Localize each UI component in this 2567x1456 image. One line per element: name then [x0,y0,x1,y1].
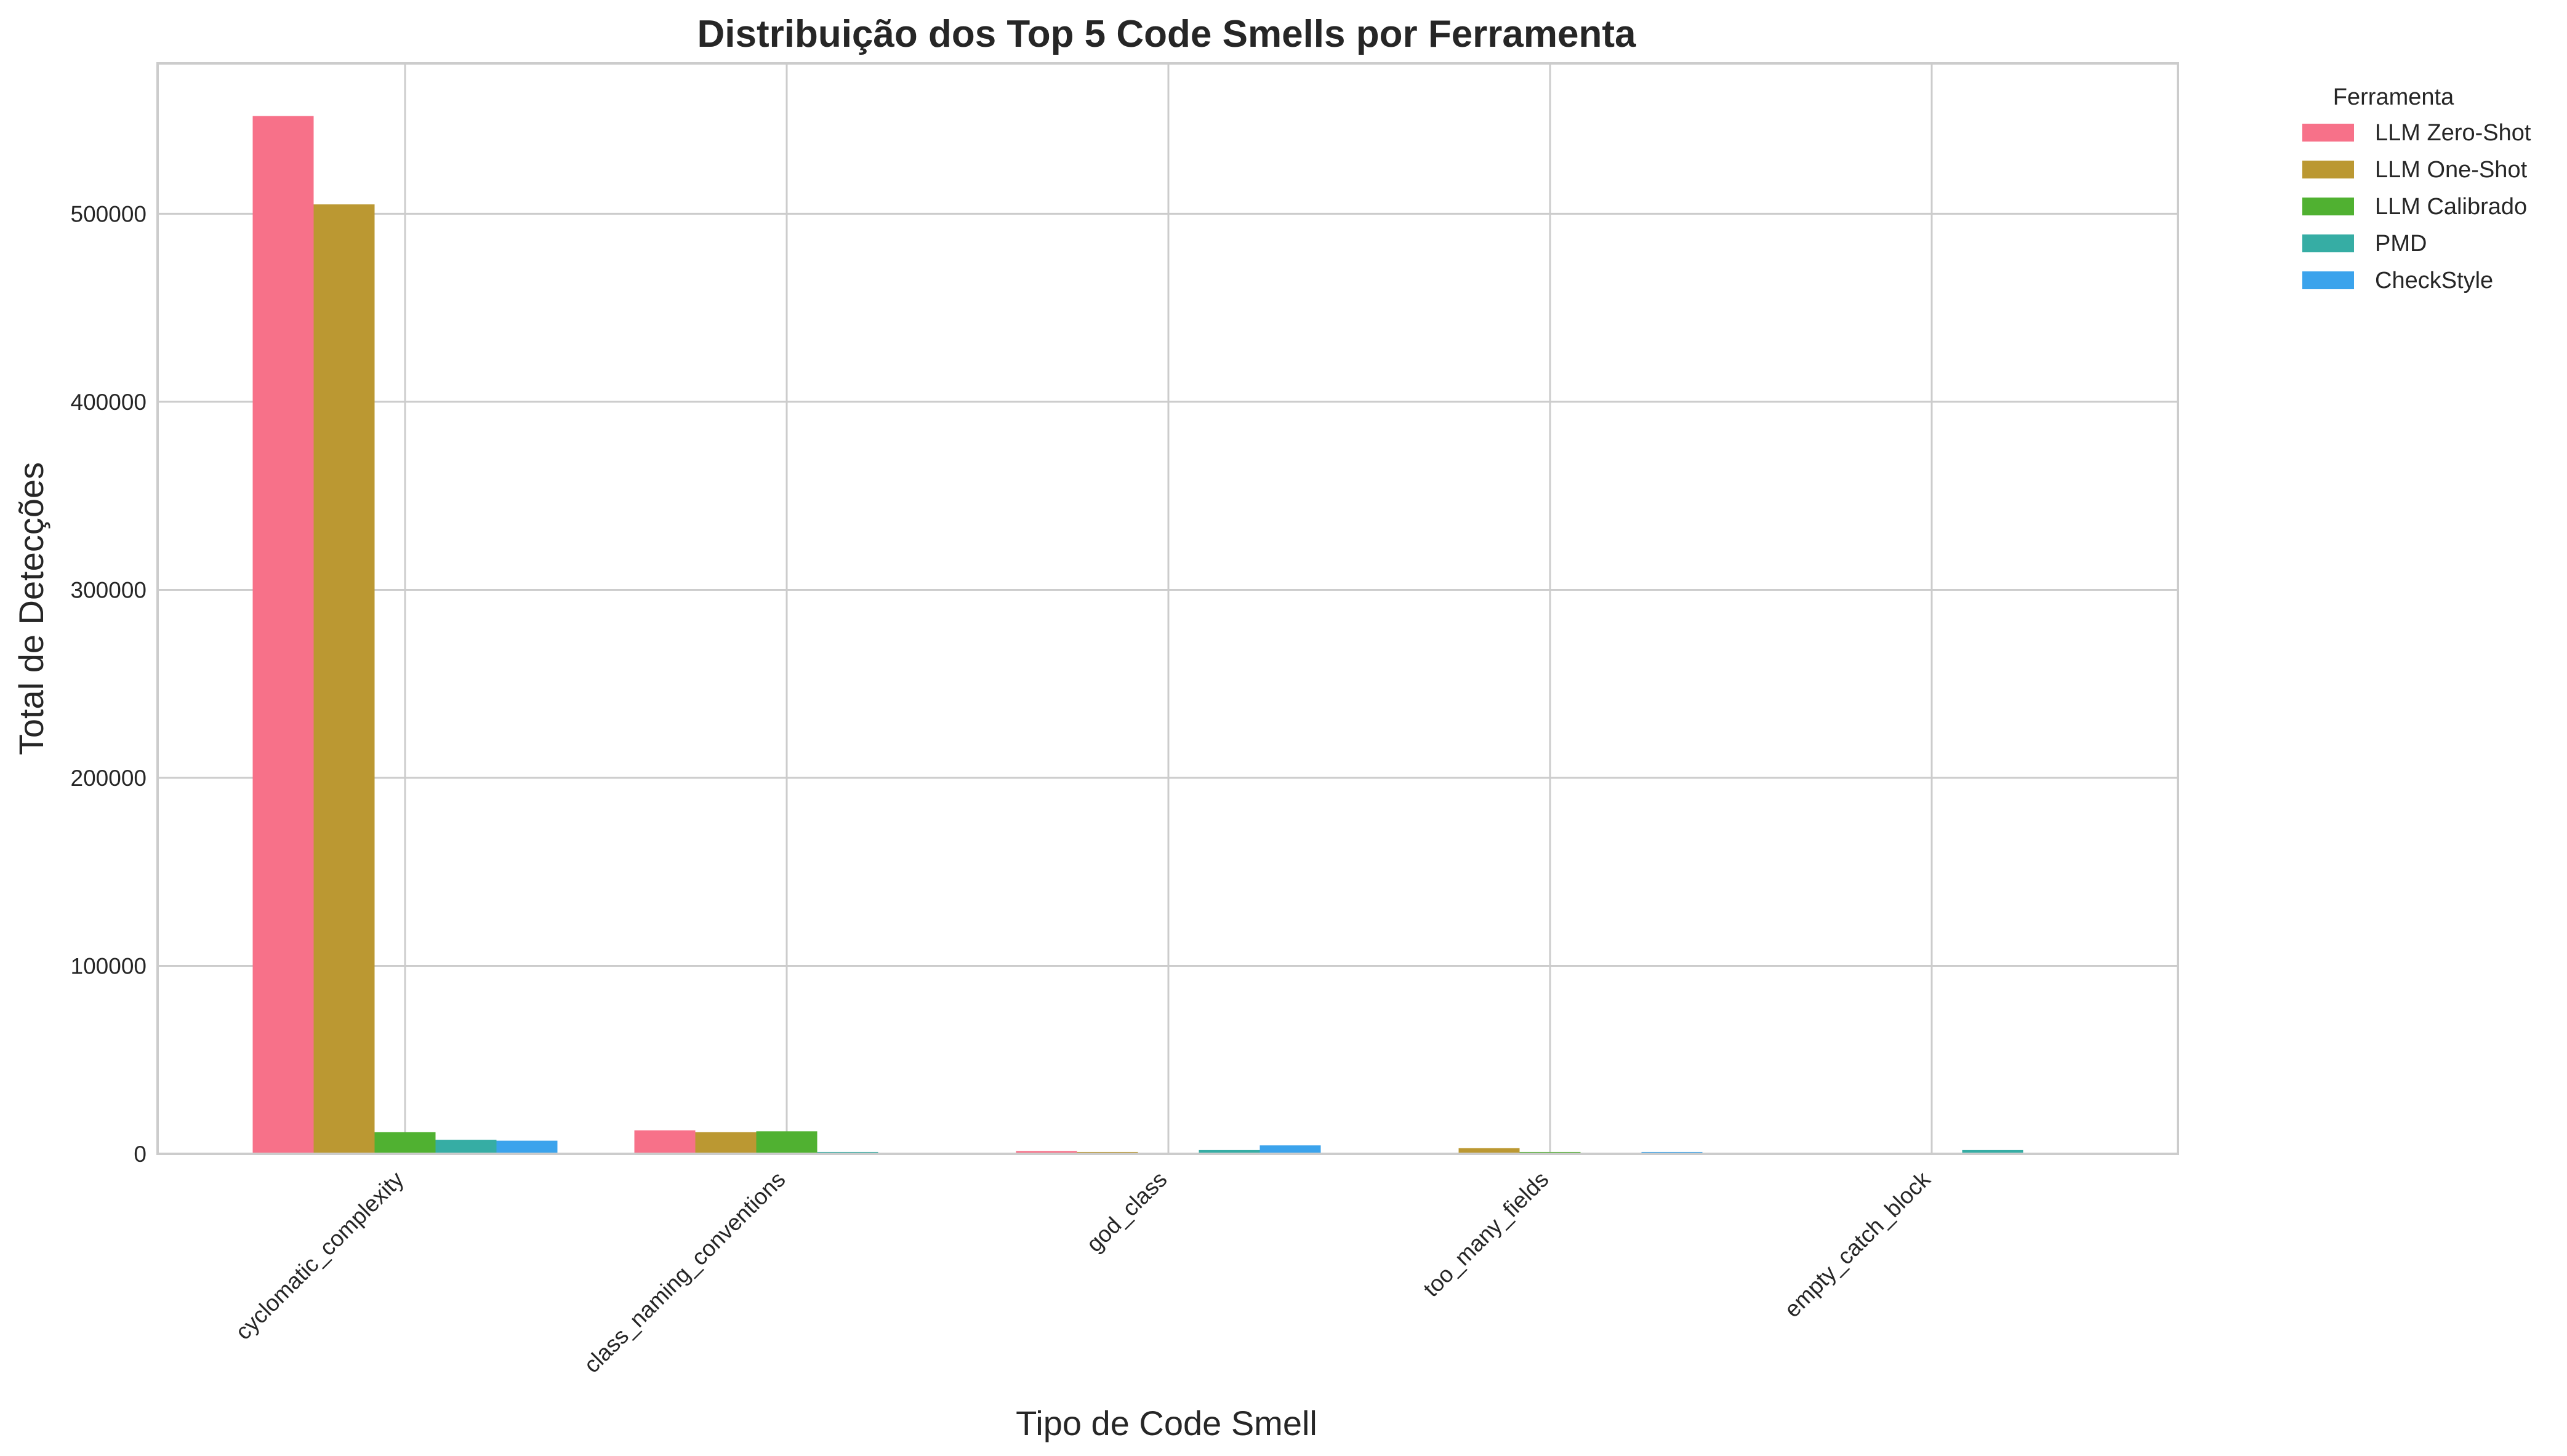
legend-swatch [2302,234,2354,252]
bar [252,116,314,1154]
legend-swatch [2302,198,2354,215]
y-tick-label: 100000 [71,953,147,978]
legend-title: Ferramenta [2333,84,2454,110]
y-tick-label: 400000 [71,390,147,415]
legend-swatch [2302,124,2354,142]
y-tick-label: 0 [134,1142,147,1167]
bar [1199,1150,1260,1154]
legend-label: LLM Calibrado [2375,194,2527,220]
bar [634,1130,696,1154]
y-ticks: 0 100000 200000 300000 400000 500000 [71,201,147,1167]
bar [1016,1151,1077,1154]
y-tick-label: 200000 [71,766,147,791]
bars [252,116,2023,1154]
grid [158,63,2178,1155]
bar [313,204,375,1154]
y-tick-label: 300000 [71,577,147,602]
legend-label: LLM Zero-Shot [2375,120,2531,146]
x-axis-label: Tipo de Code Smell [1016,1404,1317,1442]
legend-label: PMD [2375,231,2427,257]
bar [695,1132,757,1154]
bar [1458,1148,1520,1154]
legend-items: LLM Zero-Shot LLM One-Shot LLM Calibrado PM… [2302,120,2531,294]
bar [374,1132,436,1154]
bar [756,1131,818,1154]
bar [496,1140,558,1154]
bar [1962,1150,2023,1154]
legend-swatch [2302,161,2354,178]
y-axis-label: Total de Detecções [12,462,50,755]
legend-label: CheckStyle [2375,268,2493,294]
plot-frame [156,62,2179,1155]
chart-title: Distribuição dos Top 5 Code Smells por F… [697,13,1636,55]
y-tick-label: 500000 [71,201,147,226]
bar [1259,1145,1321,1154]
bar [435,1140,497,1154]
legend-label: LLM One-Shot [2375,157,2528,183]
legend-swatch [2302,271,2354,289]
